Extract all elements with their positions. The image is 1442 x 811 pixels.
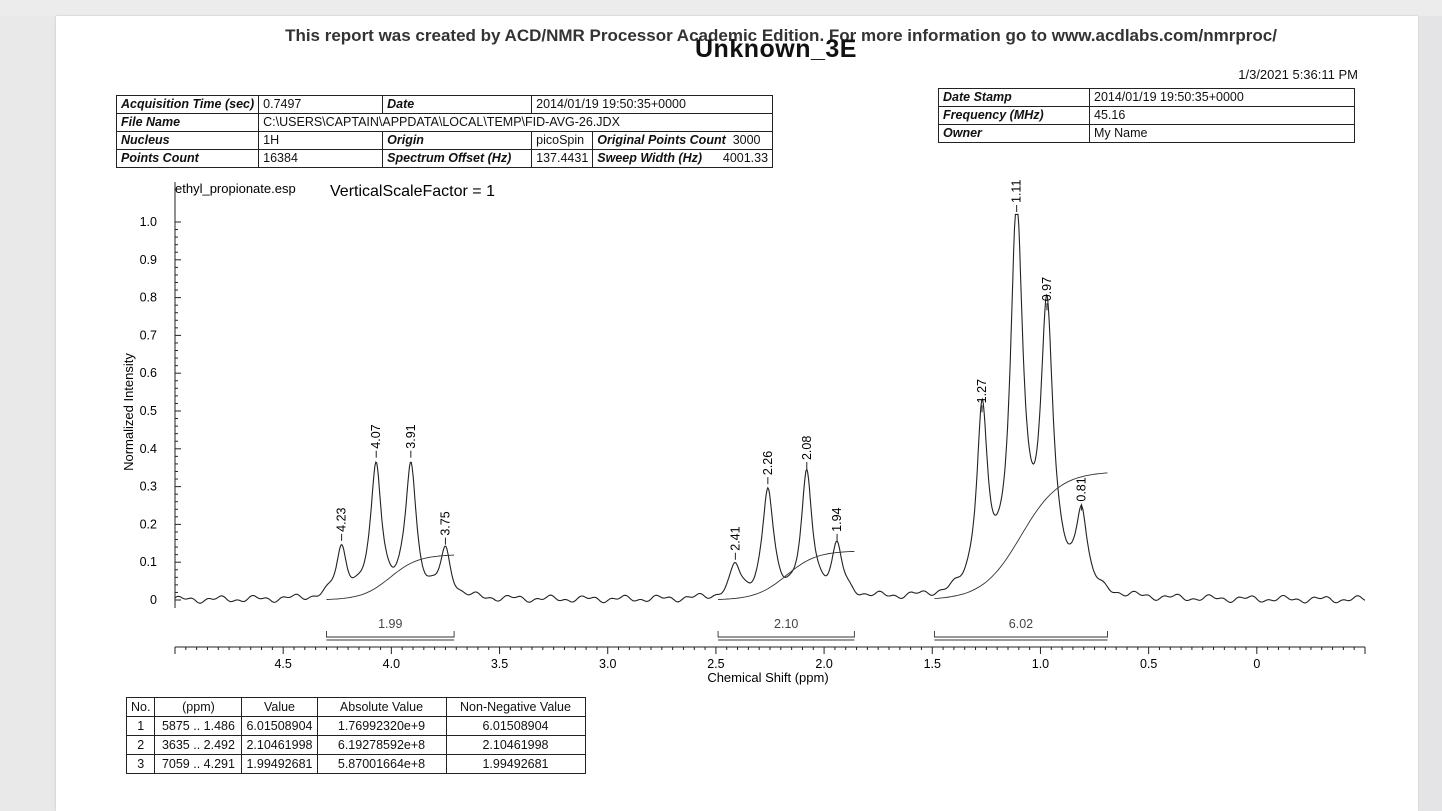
spectrum-line (174, 213, 1366, 604)
owner-value: My Name (1089, 124, 1355, 143)
integration-cell: 1.76992320e+9 (316, 716, 447, 736)
x-tick-label: 3.0 (599, 657, 616, 671)
integration-cell: 6.01508904 (241, 716, 318, 736)
y-tick-label: 0.7 (140, 328, 157, 342)
integration-header-cell: Absolute Value (316, 697, 447, 717)
integral-curve (934, 472, 1108, 600)
x-tick-label: 2.0 (815, 657, 832, 671)
file-value: C:\USERS\CAPTAIN\APPDATA\LOCAL\TEMP\FID-… (258, 113, 774, 132)
chart-axes: 0 0.1 0.2 0.3 0.4 0.5 0.6 0.7 0.8 0.9 1.0 4.5 4.0 3.5… (140, 182, 1366, 671)
integral-value-label: 6.02 (1009, 617, 1033, 631)
chart-marks: 1.99 2.10 6.02 4.23 4.07 3.91 3.75 2.41 2.26 2.08… (174, 180, 1366, 641)
integration-cell: 1 (125, 716, 156, 736)
offset-label: Spectrum Offset (Hz) (382, 149, 533, 168)
integral-bracket (326, 631, 455, 641)
pc-value: 16384 (258, 149, 384, 168)
y-tick-label: 0.2 (140, 517, 157, 531)
peak-label: 1.27 (975, 379, 989, 403)
y-tick-label: 0.6 (140, 366, 157, 380)
peak-label: 3.75 (438, 511, 452, 535)
offset-value: 137.4431 (531, 149, 594, 168)
freq-value: 45.16 (1089, 106, 1355, 125)
report-page: This report was created by ACD/NMR Proce… (56, 16, 1418, 811)
integration-cell: 1.99492681 (445, 754, 586, 774)
x-tick-label: 3.5 (491, 657, 508, 671)
y-tick-label: 0.4 (140, 442, 157, 456)
y-tick-label: 0.8 (140, 291, 157, 305)
peak-label: 0.81 (1075, 477, 1089, 501)
report-timestamp: 1/3/2021 5:36:11 PM (1238, 67, 1358, 82)
integration-body: 1 5875 .. 1.486 6.01508904 1.76992320e+9 6.0… (125, 716, 586, 774)
integral-value-label: 1.99 (378, 617, 402, 631)
y-tick-label: 0 (150, 593, 157, 607)
integration-header-cell: Non-Negative Value (445, 697, 586, 717)
y-tick-label: 0.3 (140, 480, 157, 494)
integration-row: 3 7059 .. 4.291 1.99492681 5.87001664e+8 1.9… (125, 754, 586, 774)
integral-bracket (933, 631, 1108, 641)
x-tick-label: 2.5 (707, 657, 724, 671)
peak-label: 1.94 (830, 507, 844, 531)
x-tick-label: 0.5 (1140, 657, 1157, 671)
date-value: 2014/01/19 19:50:35+0000 (531, 95, 774, 114)
integral-curve (326, 554, 455, 600)
integration-table: No. (ppm) Value Absolute Value Non-Negative … (125, 697, 586, 774)
report-title: Unknown_3E (695, 35, 857, 63)
sweep-value: 4001.33 (722, 151, 769, 165)
scrollbar-track[interactable] (1420, 16, 1442, 811)
integration-cell: 5.87001664e+8 (316, 754, 447, 774)
owner-label: Owner (938, 124, 1090, 143)
integration-header-cell: Value (241, 697, 318, 717)
nucleus-label: Nucleus (115, 131, 260, 150)
top-bar (0, 0, 1442, 16)
instrument-info-table: Date Stamp 2014/01/19 19:50:35+0000 Freq… (938, 88, 1355, 143)
peak-label: 1.11 (1010, 180, 1024, 203)
peak-label: 0.97 (1040, 277, 1054, 301)
integration-row: 1 5875 .. 1.486 6.01508904 1.76992320e+9 6.0… (125, 716, 586, 736)
peak-label: 3.91 (404, 424, 418, 448)
peak-label: 4.23 (335, 507, 349, 531)
x-tick-label: 4.0 (383, 657, 400, 671)
spectrum-file-label: ethyl_propionate.esp (175, 181, 296, 196)
x-tick-label: 4.5 (274, 657, 291, 671)
y-tick-label: 0.5 (140, 404, 157, 418)
y-tick-label: 0.9 (140, 253, 157, 267)
integral-curve (718, 550, 855, 600)
x-tick-label: 1.5 (924, 657, 941, 671)
peak-label: 4.07 (369, 424, 383, 448)
x-tick-label: 0 (1253, 657, 1260, 671)
freq-label: Frequency (MHz) (938, 106, 1090, 125)
vertical-scale-label: VerticalScaleFactor = 1 (330, 183, 495, 200)
pc-label: Points Count (115, 149, 260, 168)
integral-value-label: 2.10 (774, 617, 798, 631)
sweep-label: Sweep Width (Hz) (597, 151, 703, 165)
integration-cell: 1.99492681 (241, 754, 318, 774)
opc-value: 3000 (732, 133, 761, 147)
opc-label: Original Points Count (597, 133, 726, 147)
peak-label: 2.26 (761, 451, 775, 475)
y-tick-label: 0.1 (140, 555, 157, 569)
y-tick-label: 1.0 (140, 215, 157, 229)
peak-label: 2.08 (800, 436, 814, 460)
integration-cell: 6.01508904 (445, 716, 586, 736)
sweep-cell: Sweep Width (Hz) 4001.33 (592, 149, 774, 168)
acquisition-info-table: Acquisition Time (sec) 0.7497 Date 2014/… (115, 95, 774, 168)
integral-bracket (717, 631, 855, 641)
report-note: This report was created by ACD/NMR Proce… (285, 26, 1277, 45)
y-axis-label: Normalized Intensity (121, 353, 136, 471)
peak-label: 2.41 (728, 526, 742, 550)
integration-cell: 3 (125, 754, 156, 774)
x-tick-label: 1.0 (1032, 657, 1049, 671)
stamp-label: Date Stamp (938, 88, 1090, 107)
x-axis-label: Chemical Shift (ppm) (707, 670, 828, 685)
